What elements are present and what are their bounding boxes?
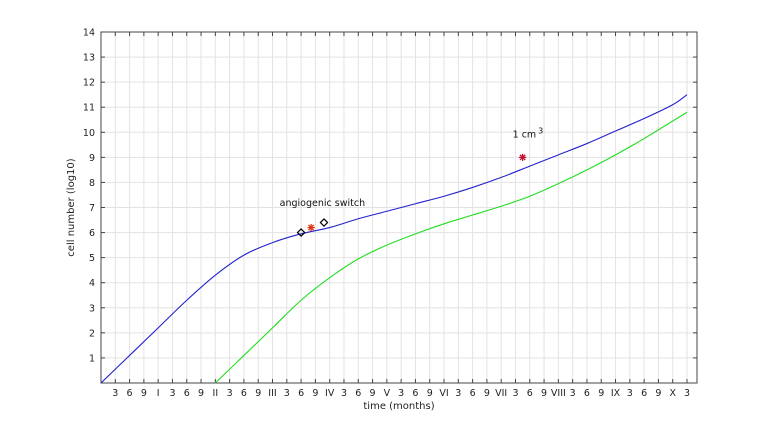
x-tick-label: 3 — [455, 388, 461, 399]
x-tick-label: VIII — [551, 388, 566, 399]
y-tick-label: 8 — [89, 178, 95, 189]
x-tick-label: V — [384, 388, 391, 399]
x-tick-label: 6 — [241, 388, 247, 399]
y-tick-label: 2 — [89, 328, 95, 339]
x-tick-label: 6 — [641, 388, 647, 399]
x-tick-label: 9 — [312, 388, 318, 399]
diamond-marker — [296, 228, 306, 238]
x-tick-label: 6 — [355, 388, 361, 399]
x-tick-label: 3 — [684, 388, 690, 399]
x-tick-label: 9 — [255, 388, 261, 399]
y-tick-label: 14 — [83, 28, 95, 39]
y-tick-label: 3 — [89, 303, 95, 314]
x-tick-label: 9 — [141, 388, 147, 399]
series-group — [100, 94, 688, 384]
x-tick-label: 6 — [470, 388, 476, 399]
x-tick-label: III — [268, 388, 276, 399]
x-tick-label: I — [157, 388, 160, 399]
x-tick-label: 3 — [570, 388, 576, 399]
x-tick-label: 9 — [484, 388, 490, 399]
x-tick-label: 3 — [512, 388, 518, 399]
marker-group — [296, 153, 527, 238]
x-tick-label: 6 — [298, 388, 304, 399]
x-tick-label: 3 — [284, 388, 290, 399]
annotation-2: 1 cm 3 — [513, 126, 544, 140]
x-tick-label: 3 — [227, 388, 233, 399]
star-marker — [307, 223, 315, 232]
x-tick-label: 3 — [341, 388, 347, 399]
x-tick-label: 6 — [184, 388, 190, 399]
x-tick-label: 6 — [127, 388, 133, 399]
series-line-1 — [100, 94, 688, 384]
series-line-2 — [214, 111, 688, 384]
y-tick-label: 6 — [89, 228, 95, 239]
y-tick-label: 13 — [83, 53, 95, 64]
x-tick-label: 6 — [527, 388, 533, 399]
y-axis-label: cell number (log10) — [66, 158, 77, 256]
x-tick-label: 9 — [198, 388, 204, 399]
x-tick-label: 9 — [598, 388, 604, 399]
x-tick-label: IX — [611, 388, 621, 399]
x-tick-label: II — [213, 388, 219, 399]
x-tick-label: VII — [495, 388, 507, 399]
annotation-1: angiogenic switch — [280, 198, 365, 209]
star-marker — [519, 153, 527, 161]
y-tick-label: 5 — [89, 253, 95, 264]
x-tick-label: IV — [325, 388, 335, 399]
annotation-group: angiogenic switch 1 cm 3 — [280, 126, 544, 209]
diamond-marker — [319, 218, 329, 227]
x-tick-label: 3 — [169, 388, 175, 399]
x-tick-label: 6 — [584, 388, 590, 399]
x-tick-label: 9 — [541, 388, 547, 399]
y-tick-label: 12 — [83, 78, 95, 89]
x-tick-label: 3 — [112, 388, 118, 399]
y-tick-label: 1 — [89, 353, 95, 364]
x-axis-label: time (months) — [363, 401, 434, 412]
x-tick-label: 9 — [370, 388, 376, 399]
y-tick-label: 10 — [83, 128, 95, 139]
x-tick-label: 3 — [627, 388, 633, 399]
x-tick-label: 3 — [398, 388, 404, 399]
x-tick-label: VI — [439, 388, 448, 399]
y-tick-label: 9 — [89, 153, 95, 164]
y-tick-label: 4 — [89, 278, 95, 289]
x-tick-label: 9 — [427, 388, 433, 399]
y-tick-label: 11 — [83, 103, 95, 114]
x-tick-label: 6 — [412, 388, 418, 399]
x-tick-label: 9 — [655, 388, 661, 399]
y-tick-label: 7 — [89, 203, 95, 214]
x-tick-label: X — [669, 388, 676, 399]
